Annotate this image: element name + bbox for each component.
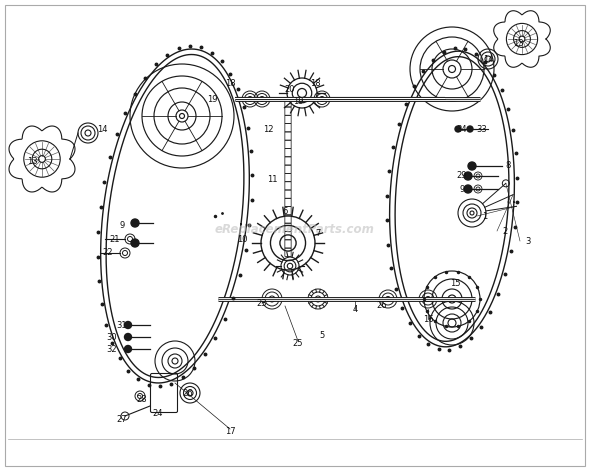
Text: 23: 23 <box>257 299 267 308</box>
Text: 32: 32 <box>107 344 117 354</box>
Text: 19: 19 <box>293 97 303 106</box>
Text: 16: 16 <box>422 315 433 324</box>
Text: 26: 26 <box>376 301 387 310</box>
Text: 6: 6 <box>282 206 288 216</box>
Circle shape <box>464 172 472 180</box>
Text: 21: 21 <box>110 235 120 244</box>
Text: 11: 11 <box>267 174 277 184</box>
Text: 33: 33 <box>477 124 487 133</box>
Text: 5: 5 <box>319 332 324 341</box>
Text: 10: 10 <box>237 235 247 244</box>
Text: 31: 31 <box>117 320 127 330</box>
Text: eReplacementParts.com: eReplacementParts.com <box>215 222 375 236</box>
Circle shape <box>464 185 472 193</box>
Text: 18: 18 <box>225 79 235 88</box>
Text: 12: 12 <box>263 124 273 133</box>
Text: 28: 28 <box>137 395 148 404</box>
Text: 9: 9 <box>119 221 124 230</box>
Text: 30: 30 <box>107 333 117 341</box>
Text: 17: 17 <box>225 427 235 436</box>
Circle shape <box>124 322 132 328</box>
Text: 18: 18 <box>310 79 320 88</box>
Text: 8: 8 <box>505 162 511 171</box>
Text: 9: 9 <box>460 185 465 194</box>
Text: 14: 14 <box>97 124 107 133</box>
Text: 22: 22 <box>103 249 113 258</box>
Circle shape <box>131 219 139 227</box>
Circle shape <box>131 239 139 247</box>
Circle shape <box>468 162 476 170</box>
Text: 27: 27 <box>117 414 127 423</box>
Text: 24: 24 <box>153 408 163 417</box>
Text: 20: 20 <box>285 84 295 94</box>
Text: 7: 7 <box>315 228 321 237</box>
Circle shape <box>124 333 132 341</box>
Text: 14: 14 <box>483 55 493 64</box>
Text: 2: 2 <box>502 227 507 236</box>
Text: 4: 4 <box>352 304 358 314</box>
Text: 15: 15 <box>450 278 460 287</box>
Circle shape <box>124 346 132 352</box>
Text: 34: 34 <box>457 124 467 133</box>
Text: 13: 13 <box>27 156 37 165</box>
Text: 3: 3 <box>525 236 530 245</box>
Text: 13: 13 <box>513 39 523 48</box>
Circle shape <box>467 126 473 132</box>
Text: 26: 26 <box>183 389 194 398</box>
Text: 29: 29 <box>457 171 467 180</box>
Text: 25: 25 <box>293 339 303 348</box>
Circle shape <box>455 126 461 132</box>
Text: 19: 19 <box>206 95 217 104</box>
Text: 1: 1 <box>483 211 487 220</box>
